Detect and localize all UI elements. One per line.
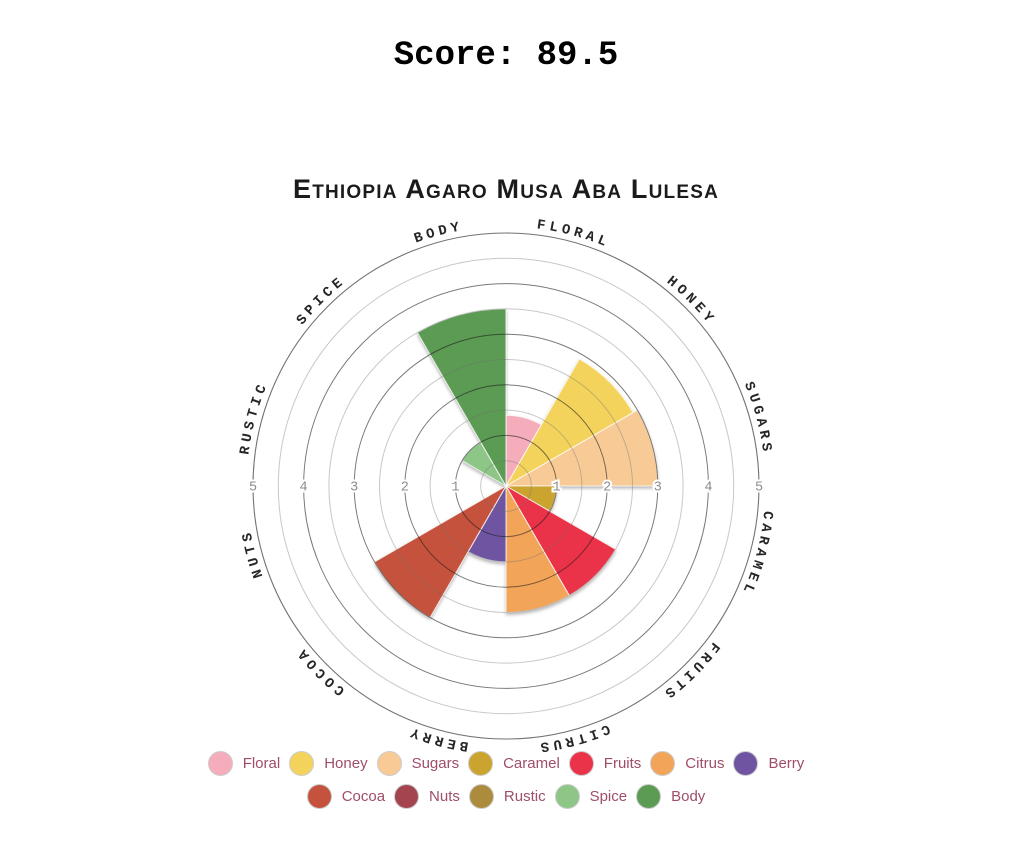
grid-circle-3 bbox=[353, 333, 659, 639]
legend-item-caramel: Caramel bbox=[468, 751, 560, 776]
legend-swatch-caramel-icon bbox=[468, 751, 494, 776]
radial-tick-3: 3 bbox=[654, 481, 662, 496]
grid-circle-0.5 bbox=[480, 460, 532, 512]
score-text: Score: 89.5 bbox=[393, 37, 619, 75]
legend-swatch-cocoa-icon bbox=[306, 784, 332, 809]
legend-item-berry: Berry bbox=[733, 751, 804, 776]
legend-swatch-nuts-icon bbox=[394, 784, 420, 809]
legend-label: Body bbox=[671, 788, 706, 805]
legend-swatch-sugars-icon bbox=[376, 751, 402, 776]
legend-swatch-citrus-icon bbox=[650, 751, 676, 776]
axis-label-nuts: NUTS bbox=[239, 528, 267, 580]
legend-label: Rustic bbox=[503, 788, 546, 805]
radial-tick-4: 4 bbox=[300, 481, 308, 496]
axis-label-berry: BERRY bbox=[405, 722, 469, 754]
polar-grid bbox=[252, 232, 760, 740]
radial-tick-1: 1 bbox=[553, 481, 561, 496]
legend-item-citrus: Citrus bbox=[650, 751, 724, 776]
legend-swatch-spice-icon bbox=[554, 784, 580, 809]
legend-label: Citrus bbox=[685, 755, 725, 772]
legend-swatch-rustic-icon bbox=[468, 784, 494, 809]
legend-label: Floral bbox=[242, 755, 281, 772]
axis-label-rustic: RUSTIC bbox=[237, 379, 272, 456]
legend-label: Berry bbox=[768, 755, 805, 772]
grid-circle-4.5 bbox=[277, 257, 735, 715]
legend-swatch-berry-icon bbox=[733, 751, 759, 776]
legend-label: Honey bbox=[324, 755, 368, 772]
legend-label: Caramel bbox=[503, 755, 560, 772]
chart-title: Ethiopia Agaro Musa Aba Lulesa bbox=[292, 174, 719, 204]
radial-tick-5: 5 bbox=[755, 481, 763, 496]
legend-swatch-body-icon bbox=[636, 784, 662, 809]
grid-circle-5 bbox=[252, 232, 760, 740]
radial-tick-3: 3 bbox=[350, 481, 358, 496]
grid-circle-1.5 bbox=[429, 409, 583, 563]
legend-item-floral: Floral bbox=[207, 751, 281, 776]
axis-label-citrus: CITRUS bbox=[536, 720, 613, 755]
legend-row-2: Cocoa Nuts Rustic Spice Body bbox=[306, 784, 705, 809]
radial-tick-2: 2 bbox=[401, 481, 409, 496]
legend-item-sugars: Sugars bbox=[376, 751, 460, 776]
chart-legend: Floral Honey Sugars Caramel Fruits Citrus Berr… bbox=[0, 751, 1012, 809]
radial-tick-1: 1 bbox=[451, 481, 459, 496]
legend-item-rustic: Rustic bbox=[468, 784, 546, 809]
axis-label-sugars: SUGARS bbox=[740, 380, 775, 457]
radial-tick-4: 4 bbox=[704, 481, 712, 496]
legend-label: Cocoa bbox=[341, 788, 386, 805]
legend-item-fruits: Fruits bbox=[568, 751, 642, 776]
legend-swatch-fruits-icon bbox=[568, 751, 594, 776]
radial-ticks: 1 1 2 2 3 3 4 4 5 5 bbox=[247, 479, 765, 498]
grid-circle-2.5 bbox=[379, 359, 633, 613]
legend-swatch-honey-icon bbox=[289, 751, 315, 776]
grid-circle-3.5 bbox=[328, 308, 684, 664]
grid-circle-4 bbox=[303, 283, 709, 689]
legend-label: Fruits bbox=[603, 755, 642, 772]
grid-circle-2 bbox=[404, 384, 608, 588]
legend-item-nuts: Nuts bbox=[394, 784, 460, 809]
legend-item-cocoa: Cocoa bbox=[306, 784, 386, 809]
legend-label: Spice bbox=[589, 788, 628, 805]
wedge-citrus bbox=[505, 484, 570, 614]
legend-row-1: Floral Honey Sugars Caramel Fruits Citrus Berr… bbox=[207, 751, 804, 776]
axis-label-spice: SPICE bbox=[294, 273, 350, 328]
legend-swatch-floral-icon bbox=[207, 751, 233, 776]
axis-label-cocoa: COCOA bbox=[293, 643, 348, 699]
legend-item-spice: Spice bbox=[554, 784, 628, 809]
radial-tick-2: 2 bbox=[603, 481, 611, 496]
legend-item-body: Body bbox=[636, 784, 705, 809]
grid-circle-1 bbox=[454, 434, 558, 538]
wedge-body bbox=[416, 308, 507, 488]
legend-item-honey: Honey bbox=[289, 751, 368, 776]
axis-label-body: BODY bbox=[412, 219, 464, 247]
axis-label-fruits: FRUITS bbox=[658, 638, 722, 702]
legend-label: Nuts bbox=[429, 788, 460, 805]
axis-label-floral: FLORAL bbox=[536, 217, 613, 252]
radial-tick-5: 5 bbox=[249, 481, 257, 496]
axis-label-honey: HONEY bbox=[663, 273, 718, 328]
legend-label: Sugars bbox=[411, 755, 460, 772]
